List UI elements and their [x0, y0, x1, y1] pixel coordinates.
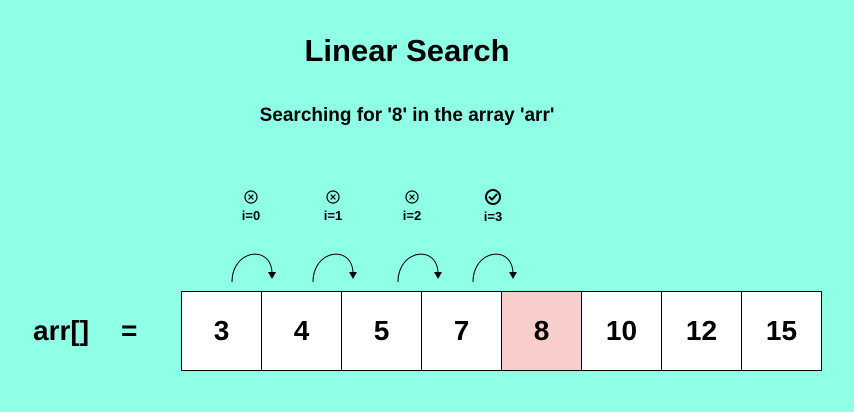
array-cell: 10 [582, 292, 662, 370]
cross-circle-icon [244, 190, 258, 204]
array-cell: 7 [422, 292, 502, 370]
array: 3 4 5 7 8 10 12 15 [181, 291, 822, 371]
array-cell-found: 8 [502, 292, 582, 370]
step-arrow-0 [231, 253, 276, 283]
step-arrow-3 [472, 253, 517, 283]
array-cell: 3 [182, 292, 262, 370]
equals-sign: = [121, 315, 138, 346]
step-arrow-2 [397, 253, 442, 283]
step-2: i=2 [382, 189, 442, 224]
array-cell: 4 [262, 292, 342, 370]
subtitle: Searching for '8' in the array 'arr' [259, 105, 555, 126]
step-3: i=3 [463, 188, 523, 225]
step-label: i=1 [323, 208, 343, 223]
step-arrow-1 [312, 253, 357, 283]
step-label: i=3 [483, 209, 503, 224]
cross-circle-icon [326, 190, 340, 204]
array-cell: 12 [662, 292, 742, 370]
page-title: Linear Search [304, 33, 510, 68]
step-0: i=0 [221, 189, 281, 224]
step-label: i=0 [241, 208, 261, 223]
array-label: arr[] [33, 315, 90, 346]
cross-circle-icon [405, 190, 419, 204]
check-circle-icon [485, 189, 501, 205]
step-label: i=2 [402, 208, 422, 223]
step-1: i=1 [303, 189, 363, 224]
array-cell: 15 [742, 292, 822, 370]
array-cell: 5 [342, 292, 422, 370]
